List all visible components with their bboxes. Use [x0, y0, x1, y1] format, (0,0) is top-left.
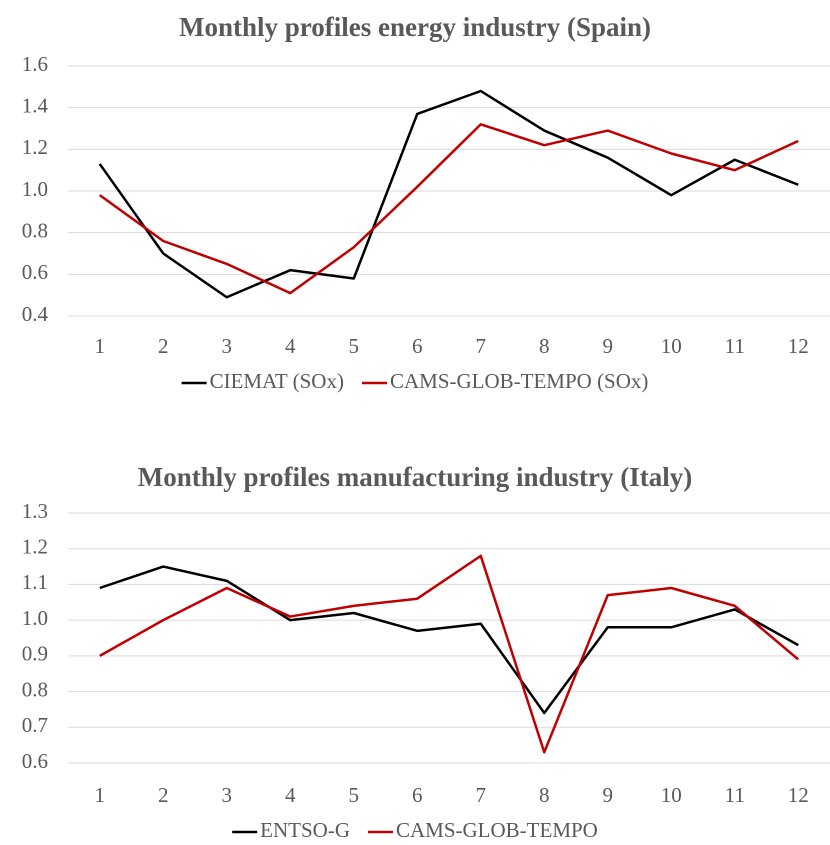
y-tick-label: 1.0 [22, 177, 48, 201]
x-tick-label: 10 [661, 334, 682, 358]
x-tick-label: 11 [725, 783, 745, 807]
x-tick-label: 12 [788, 334, 809, 358]
x-tick-label: 11 [725, 334, 745, 358]
x-tick-label: 3 [222, 334, 233, 358]
chart: Monthly profiles manufacturing industry … [22, 462, 830, 842]
x-tick-label: 10 [661, 783, 682, 807]
x-tick-label: 7 [476, 334, 487, 358]
y-tick-label: 0.6 [22, 749, 48, 773]
legend-label: CIEMAT (SOx) [210, 369, 344, 393]
y-tick-label: 1.3 [22, 499, 48, 523]
x-tick-label: 9 [603, 334, 614, 358]
y-tick-label: 1.4 [22, 93, 49, 117]
y-tick-label: 1.2 [22, 535, 48, 559]
y-tick-label: 0.9 [22, 642, 48, 666]
y-tick-label: 1.1 [22, 570, 48, 594]
y-tick-label: 0.6 [22, 260, 48, 284]
y-tick-label: 0.8 [22, 677, 48, 701]
x-tick-label: 6 [412, 783, 423, 807]
series-line [99, 123, 799, 295]
x-tick-label: 4 [285, 783, 296, 807]
chart: Monthly profiles energy industry (Spain)… [22, 12, 830, 393]
x-tick-label: 8 [539, 783, 550, 807]
x-tick-label: 6 [412, 334, 423, 358]
y-tick-label: 1.6 [22, 52, 48, 76]
legend-label: CAMS-GLOB-TEMPO (SOx) [390, 369, 648, 393]
x-tick-label: 4 [285, 334, 296, 358]
x-tick-label: 3 [222, 783, 233, 807]
y-tick-label: 0.7 [22, 713, 48, 737]
x-tick-label: 2 [158, 783, 169, 807]
y-tick-label: 1.2 [22, 135, 48, 159]
legend-label: CAMS-GLOB-TEMPO [396, 818, 598, 842]
chart-title: Monthly profiles energy industry (Spain) [179, 12, 651, 42]
x-tick-label: 5 [349, 334, 360, 358]
y-tick-label: 0.8 [22, 218, 48, 242]
x-tick-label: 5 [349, 783, 360, 807]
y-tick-label: 0.4 [22, 302, 49, 326]
y-tick-label: 1.0 [22, 606, 48, 630]
x-tick-label: 1 [95, 783, 106, 807]
chart-title: Monthly profiles manufacturing industry … [138, 462, 693, 492]
legend-label: ENTSO-G [260, 818, 350, 842]
x-tick-label: 8 [539, 334, 550, 358]
x-tick-label: 9 [603, 783, 614, 807]
x-tick-label: 2 [158, 334, 169, 358]
x-tick-label: 1 [95, 334, 106, 358]
series-line [99, 554, 800, 754]
series-line [99, 565, 799, 715]
x-tick-label: 7 [476, 783, 487, 807]
series-line [98, 89, 799, 299]
x-tick-label: 12 [788, 783, 809, 807]
